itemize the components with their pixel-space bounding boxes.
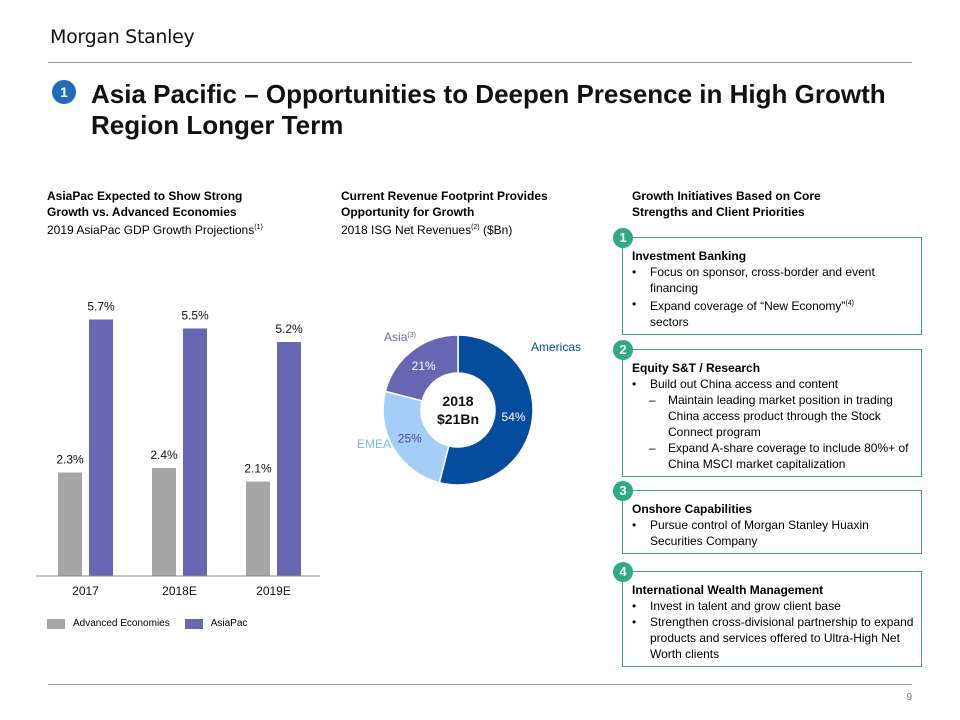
gdp-section-header: AsiaPac Expected to Show Strong Growth v…: [47, 188, 287, 238]
bullet-text-tail: sectors: [650, 315, 689, 329]
bullet-item: Expand coverage of “New Economy”(4) secto…: [632, 296, 915, 330]
legend-item-advanced: Advanced Economies: [47, 618, 170, 629]
bar-asiapac-2017: [89, 319, 113, 576]
x-tick-label: 2019E: [256, 584, 291, 598]
initiative-title: Investment Banking: [632, 249, 747, 263]
x-tick-label: 2018E: [162, 584, 197, 598]
bar-value-label: 5.7%: [87, 300, 115, 314]
initiative-title: Equity S&T / Research: [632, 361, 761, 375]
initiative-title: Onshore Capabilities: [632, 502, 753, 516]
initiative-wealth-management: 4 International Wealth Management Invest…: [613, 562, 922, 667]
slice-value-label: 25%: [398, 432, 422, 446]
brand-logo: Morgan Stanley: [50, 26, 195, 48]
sub-bullet-item: Maintain leading market position in trad…: [649, 392, 915, 440]
legend-label-advanced: Advanced Economies: [73, 618, 170, 629]
initiative-sub-bullets: Maintain leading market position in trad…: [649, 392, 915, 472]
donut-center-total: $21Bn: [437, 411, 479, 427]
revenue-donut-chart: 54% Americas 25% EMEA 21% Asia(3) 2018 $21Bn: [340, 310, 600, 500]
donut-slice-americas: [438, 334, 534, 486]
donut-slice-emea: [382, 390, 450, 484]
initiatives-section-heading: Growth Initiatives Based on Core Strengt…: [632, 189, 821, 219]
bar-value-label: 2.3%: [56, 453, 84, 467]
sub-bullet-item: Expand A-share coverage to include 80%+ …: [649, 440, 915, 472]
gdp-growth-bar-chart: 2.3% 5.7% 2017 2.4% 5.5% 2018E 2.1% 5.2% 2019E: [36, 290, 320, 600]
page-title: Asia Pacific – Opportunities to Deepen P…: [91, 79, 886, 140]
legend-item-asiapac: AsiaPac: [184, 618, 248, 629]
initiative-equity-research: 2 Equity S&T / Research Build out China …: [613, 340, 922, 477]
bullet-item: Invest in talent and grow client base: [632, 598, 915, 614]
bar-value-label: 2.4%: [150, 448, 178, 462]
slice-value-label: 21%: [412, 359, 436, 373]
bar-chart-legend: Advanced Economies AsiaPac: [47, 618, 262, 629]
x-tick-label: 2017: [72, 584, 99, 598]
revenue-section-subheading: 2018 ISG Net Revenues: [341, 223, 472, 237]
bullet-text: Expand coverage of “New Economy”: [650, 299, 846, 313]
footer-divider: [48, 684, 912, 685]
donut-slice-asia: [384, 334, 459, 402]
gdp-footnote-ref: (1): [254, 224, 263, 231]
bar-advanced-2017: [58, 472, 82, 576]
bar-value-label: 5.5%: [181, 309, 209, 323]
slice-value-label: 54%: [502, 410, 526, 424]
revenue-donut-svg: 54% Americas 25% EMEA 21% Asia(3) 2018 $21Bn: [357, 330, 581, 486]
initiative-badge-1: 1: [613, 228, 633, 248]
header-divider: [48, 62, 912, 63]
bullet-item: Strengthen cross-divisional partnership …: [632, 614, 915, 662]
gdp-section-subheading: 2019 AsiaPac GDP Growth Projections: [47, 223, 255, 237]
gdp-section-heading: AsiaPac Expected to Show Strong Growth v…: [47, 189, 243, 219]
initiative-badge-2: 2: [613, 340, 633, 360]
revenue-unit: ($Bn): [482, 223, 513, 237]
footnote-ref: (4): [845, 300, 854, 307]
legend-label-asiapac: AsiaPac: [210, 618, 248, 629]
initiative-onshore-capabilities: 3 Onshore Capabilities Pursue control of…: [613, 481, 922, 554]
initiative-title: International Wealth Management: [632, 583, 824, 597]
bar-asiapac-2019E: [277, 342, 301, 576]
gdp-bar-chart-svg: 2.3% 5.7% 2017 2.4% 5.5% 2018E 2.1% 5.2% 2019E: [36, 300, 320, 598]
initiative-bullets: Invest in talent and grow client base St…: [632, 598, 915, 662]
bar-advanced-2018E: [152, 468, 176, 576]
initiatives-section-header: Growth Initiatives Based on Core Strengt…: [632, 188, 872, 220]
revenue-section-header: Current Revenue Footprint Provides Oppor…: [341, 188, 591, 238]
initiative-bullets: Pursue control of Morgan Stanley Huaxin …: [632, 517, 915, 549]
bar-value-label: 2.1%: [244, 462, 272, 476]
page-number: 9: [906, 692, 912, 703]
slice-name-label: EMEA: [357, 437, 391, 451]
section-number-badge: 1: [52, 80, 76, 104]
initiative-bullets: Build out China access and content: [632, 376, 915, 392]
initiative-badge-4: 4: [613, 562, 633, 582]
revenue-footnote-ref: (2): [471, 224, 480, 231]
initiative-badge-3: 3: [613, 481, 633, 501]
revenue-section-heading: Current Revenue Footprint Provides Oppor…: [341, 189, 548, 219]
slice-name-label: Asia(3): [384, 330, 416, 344]
slice-name-label: Americas: [531, 340, 581, 354]
bullet-item: Build out China access and content: [632, 376, 915, 392]
bar-advanced-2019E: [246, 481, 270, 576]
donut-center-year: 2018: [442, 393, 473, 409]
bar-value-label: 5.2%: [275, 322, 303, 336]
initiative-bullets: Focus on sponsor, cross-border and event…: [632, 264, 915, 330]
bullet-item: Focus on sponsor, cross-border and event…: [632, 264, 915, 296]
bullet-item: Pursue control of Morgan Stanley Huaxin …: [632, 517, 915, 549]
legend-swatch-asiapac: [184, 618, 203, 629]
initiative-investment-banking: 1 Investment Banking Focus on sponsor, c…: [613, 228, 922, 335]
bar-asiapac-2018E: [183, 328, 207, 576]
legend-swatch-advanced: [47, 618, 65, 629]
